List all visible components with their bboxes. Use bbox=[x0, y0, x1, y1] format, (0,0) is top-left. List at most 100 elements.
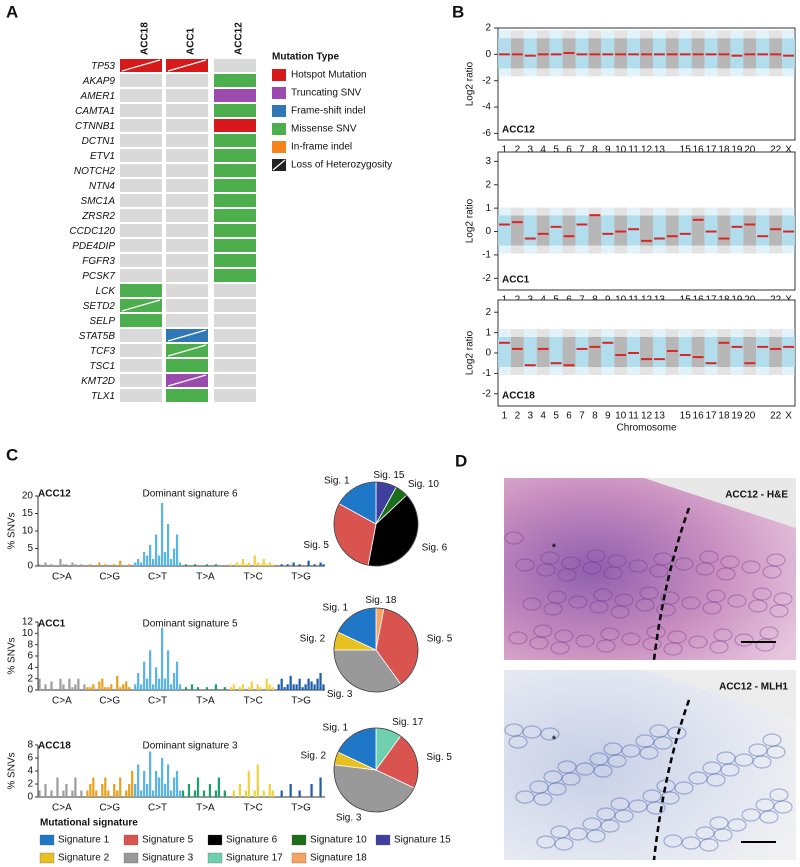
probe-cloud bbox=[665, 207, 679, 254]
bar bbox=[319, 777, 322, 797]
probe-cloud bbox=[691, 207, 705, 254]
bar bbox=[80, 790, 83, 797]
tissue-texture bbox=[504, 723, 524, 737]
bar bbox=[154, 534, 158, 566]
tissue-texture bbox=[568, 827, 588, 841]
tissue-texture bbox=[635, 734, 655, 748]
mutation-cell bbox=[214, 329, 256, 342]
x-tick-label: 17 bbox=[706, 145, 718, 156]
gene-label: STAT5B bbox=[79, 331, 116, 342]
probe-cloud bbox=[640, 207, 653, 254]
bar bbox=[110, 684, 113, 690]
gene-label: PDE4DIP bbox=[72, 241, 115, 252]
tissue-texture bbox=[709, 816, 729, 830]
legend-label: Hotspot Mutation bbox=[291, 70, 367, 81]
bar bbox=[292, 684, 295, 690]
group-label: C>A bbox=[52, 803, 72, 814]
slice-label: Sig. 5 bbox=[303, 540, 329, 551]
tissue-texture bbox=[660, 791, 680, 805]
legend-label: Signature 17 bbox=[226, 853, 283, 864]
bar bbox=[307, 678, 310, 690]
tissue-texture bbox=[540, 551, 560, 565]
bar bbox=[74, 777, 77, 797]
mutation-cell bbox=[120, 239, 162, 252]
mutation-cell bbox=[166, 119, 208, 132]
probe-cloud bbox=[575, 215, 589, 246]
probe-cloud bbox=[743, 329, 757, 375]
probe-cloud bbox=[601, 337, 615, 367]
bar bbox=[101, 678, 104, 690]
tissue-texture bbox=[621, 744, 641, 758]
mutation-cell bbox=[214, 164, 256, 177]
x-tick-label: 13 bbox=[654, 411, 666, 422]
bar bbox=[250, 681, 253, 690]
bar bbox=[280, 790, 283, 797]
bar bbox=[265, 678, 268, 690]
y-tick-label: 2 bbox=[485, 179, 491, 190]
probe-cloud bbox=[730, 337, 744, 367]
bar bbox=[214, 790, 218, 797]
bar bbox=[160, 627, 164, 690]
probe-cloud bbox=[510, 38, 524, 69]
bar bbox=[50, 790, 53, 797]
bar bbox=[313, 564, 316, 566]
bar bbox=[298, 564, 301, 566]
y-tick-label: 6 bbox=[27, 651, 33, 662]
legend-swatch bbox=[39, 852, 55, 864]
bar bbox=[178, 684, 182, 690]
bar bbox=[134, 784, 137, 797]
loh-mark bbox=[167, 374, 207, 387]
sample-label: ACC12 bbox=[502, 125, 535, 136]
probe-cloud bbox=[691, 215, 705, 246]
probe-cloud bbox=[756, 337, 770, 367]
gene-label: CTNNB1 bbox=[75, 121, 115, 132]
bar bbox=[169, 684, 173, 690]
probe-cloud bbox=[678, 329, 692, 375]
mutation-cell bbox=[166, 224, 208, 237]
bar bbox=[122, 684, 125, 690]
tissue-texture bbox=[596, 639, 616, 653]
bar bbox=[98, 562, 101, 566]
group-label: T>G bbox=[291, 803, 311, 814]
probe-cloud bbox=[510, 337, 524, 367]
tissue-texture bbox=[589, 752, 609, 766]
tissue-texture bbox=[639, 586, 659, 600]
legend-label: In-frame indel bbox=[291, 142, 352, 153]
mutation-cell bbox=[166, 209, 208, 222]
probe-cloud bbox=[640, 329, 653, 375]
legend-swatch bbox=[272, 141, 286, 153]
x-tick-label: 11 bbox=[628, 145, 639, 156]
x-tick-label: 18 bbox=[718, 145, 730, 156]
tissue-texture bbox=[554, 629, 574, 643]
bar bbox=[283, 687, 286, 690]
probe-cloud bbox=[769, 215, 783, 246]
bar bbox=[196, 687, 200, 690]
bar bbox=[232, 790, 235, 797]
tissue-texture bbox=[699, 838, 719, 852]
tissue-texture bbox=[550, 641, 570, 655]
tissue-texture bbox=[741, 560, 761, 574]
x-tick-label: 22 bbox=[770, 411, 782, 422]
mutation-cell bbox=[166, 254, 208, 267]
bar bbox=[143, 771, 146, 797]
probe-cloud bbox=[717, 337, 731, 367]
x-tick-label: 15 bbox=[680, 145, 692, 156]
legend-loh-line bbox=[272, 159, 286, 171]
probe-cloud bbox=[665, 38, 679, 69]
bar bbox=[169, 559, 173, 566]
gene-label: SELP bbox=[89, 316, 115, 327]
image-label: ACC12 - MLH1 bbox=[719, 682, 788, 693]
chart-subtitle: Dominant signature 6 bbox=[142, 489, 237, 500]
y-tick-label: 12 bbox=[22, 617, 34, 628]
legend-label: Signature 3 bbox=[142, 853, 194, 864]
bar bbox=[229, 564, 232, 566]
x-tick-label: 8 bbox=[592, 145, 598, 156]
bar bbox=[125, 790, 128, 797]
bar bbox=[113, 784, 116, 797]
bar bbox=[175, 661, 179, 690]
tissue-texture bbox=[755, 638, 775, 652]
tissue-texture bbox=[614, 809, 634, 823]
loh-mark bbox=[167, 344, 207, 357]
mutation-cell bbox=[214, 179, 256, 192]
legend-swatch bbox=[123, 834, 139, 846]
